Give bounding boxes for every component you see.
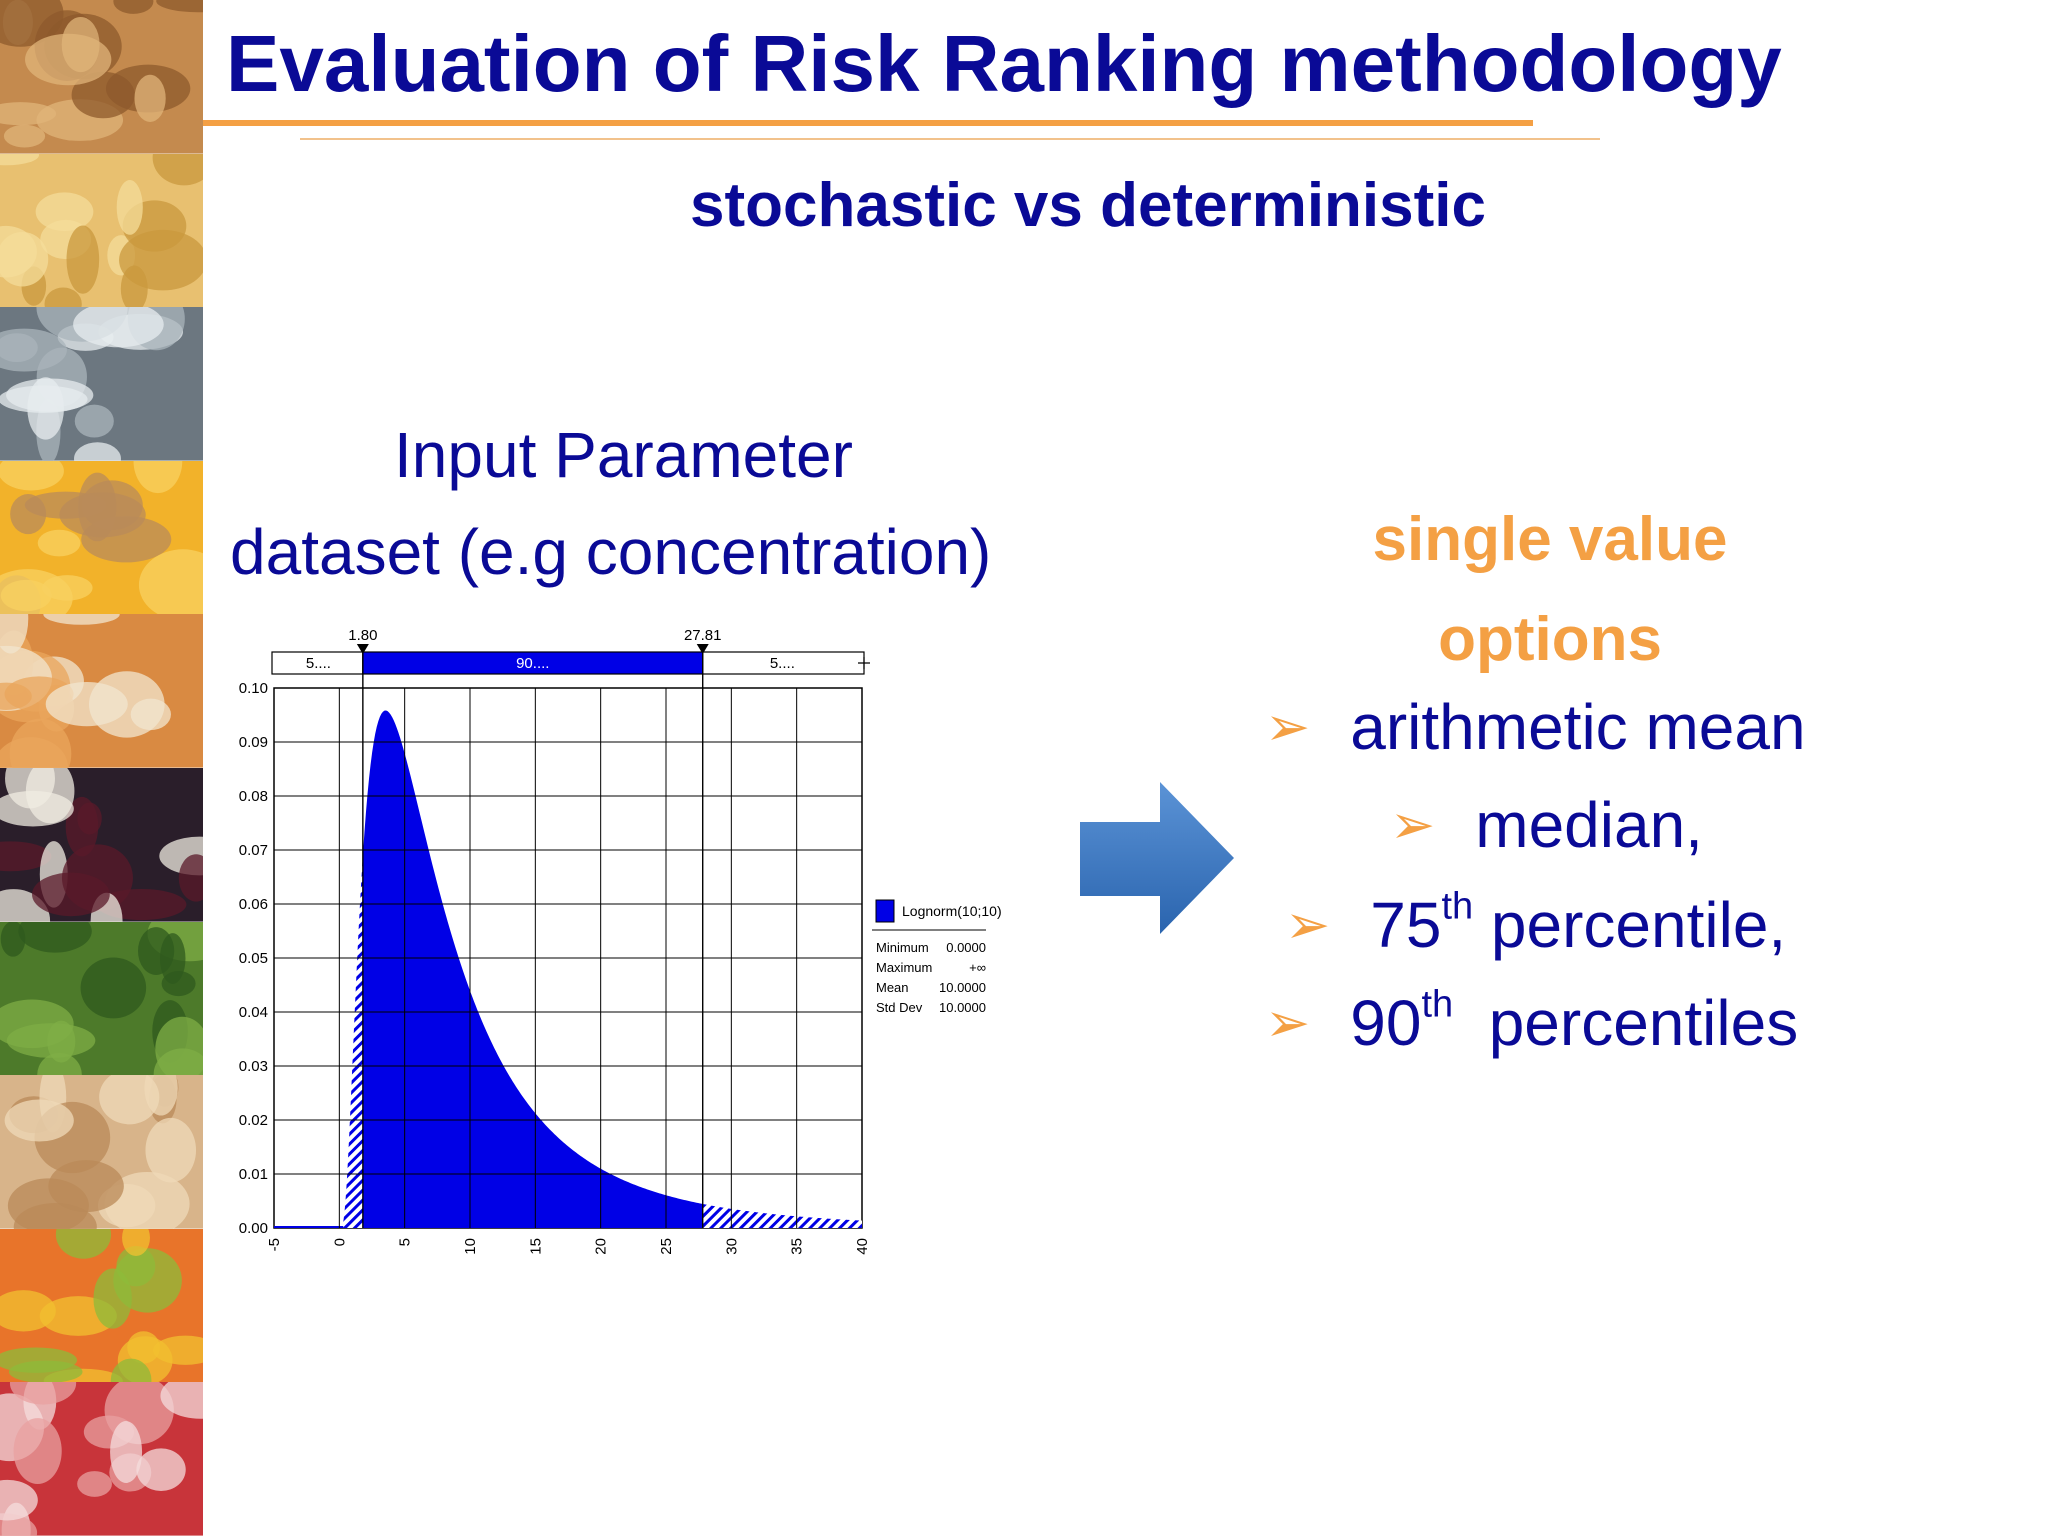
arrow-bullet-icon: ➢: [1285, 895, 1331, 955]
food-photo-cured-meat: [0, 1382, 203, 1536]
lognormal-distribution-chart: 5.... 90.... 5.... 1.80 27.81 -5 0 5 10 15 20 25 30…: [239, 627, 1002, 1255]
arrow-bullet-icon: ➢: [1265, 697, 1311, 757]
upper-tail-area: [702, 1203, 862, 1228]
option-superscript: th: [1421, 983, 1454, 1026]
option-item: ➢ 90th percentiles: [1265, 986, 1798, 1060]
band-label: 90....: [516, 655, 549, 672]
food-photo-eggs: [0, 614, 203, 768]
x-tick-label: 40: [854, 1238, 871, 1255]
chart-caption-line-2: dataset (e.g concentration): [230, 516, 992, 588]
band-end-icon: [858, 657, 870, 669]
title-underline-thin: [300, 138, 1600, 140]
option-item: ➢ arithmetic mean: [1265, 690, 1806, 764]
legend-series-name: Lognorm(10;10): [902, 903, 1002, 919]
arrow-bullet-icon: ➢: [1265, 993, 1311, 1053]
title-underline: [203, 120, 1533, 126]
food-photo-cheese: [0, 460, 203, 615]
y-tick-label: 0.03: [239, 1058, 268, 1075]
x-tick-label: 10: [462, 1238, 479, 1255]
x-tick-label: 5: [397, 1238, 414, 1246]
delimiter-label: 1.80: [348, 627, 377, 644]
delimiter-marker-icon[interactable]: [356, 644, 369, 654]
x-tick-label: 0: [331, 1238, 348, 1246]
option-text: 90: [1350, 987, 1422, 1059]
food-photo-pasta: [0, 153, 203, 308]
right-arrow-icon: [1080, 782, 1234, 934]
legend-stat-value: +∞: [969, 960, 986, 975]
central-90-area: [362, 710, 703, 1228]
option-text-suffix: percentiles: [1453, 987, 1799, 1059]
food-photo-fruit: [0, 1228, 203, 1383]
food-photo-salad-greens: [0, 921, 203, 1076]
y-tick-label: 0.07: [239, 842, 268, 859]
y-tick-label: 0.05: [239, 950, 268, 967]
delimiter-label: 27.81: [684, 627, 722, 644]
x-tick-label: 25: [658, 1238, 675, 1255]
y-tick-label: 0.01: [239, 1166, 268, 1183]
food-photo-bread: [0, 1075, 203, 1229]
option-text: 75: [1370, 889, 1442, 961]
option-text: arithmetic mean: [1350, 691, 1806, 763]
slide-subtitle: stochastic vs deterministic: [690, 171, 1486, 240]
band-label: 5....: [306, 655, 331, 672]
options-heading-line-2: options: [1438, 605, 1662, 674]
legend-stat-value: 10.0000: [939, 1000, 986, 1015]
legend-stat-value: 10.0000: [939, 980, 986, 995]
food-photo-fish: [0, 307, 203, 461]
y-tick-label: 0.10: [239, 680, 268, 697]
x-tick-label: 20: [593, 1238, 610, 1255]
options-heading: single value options: [1270, 490, 1830, 690]
x-tick-label: -5: [266, 1238, 283, 1251]
slide-title: Evaluation of Risk Ranking methodology: [226, 19, 1782, 108]
legend-stat-label: Minimum: [876, 940, 929, 955]
chart-caption-line-1: Input Parameter: [394, 419, 853, 491]
delimiter-marker-icon[interactable]: [696, 644, 709, 654]
x-tick-label: 30: [723, 1238, 740, 1255]
y-tick-label: 0.08: [239, 788, 268, 805]
y-tick-label: 0.02: [239, 1112, 268, 1129]
x-tick-label: 35: [789, 1238, 806, 1255]
y-tick-label: 0.04: [239, 1004, 268, 1021]
band-label: 5....: [770, 655, 795, 672]
food-image-strip: [0, 0, 203, 1536]
options-heading-line-1: single value: [1372, 505, 1728, 574]
food-photo-wine-bottles: [0, 768, 203, 922]
legend-stat-value: 0.0000: [946, 940, 986, 955]
legend-swatch: [875, 899, 895, 923]
y-tick-label: 0.09: [239, 734, 268, 751]
option-item: ➢ median,: [1390, 788, 1703, 862]
lower-tail-area: [339, 855, 363, 1228]
legend-stat-label: Std Dev: [876, 1000, 923, 1015]
option-text-suffix: percentile,: [1473, 889, 1787, 961]
arrow-bullet-icon: ➢: [1390, 795, 1436, 855]
option-superscript: th: [1441, 885, 1474, 928]
food-photo-nuts: [0, 0, 203, 154]
y-tick-label: 0.00: [239, 1220, 268, 1237]
legend-stat-label: Mean: [876, 980, 909, 995]
option-text: median,: [1475, 789, 1703, 861]
y-tick-label: 0.06: [239, 896, 268, 913]
option-item: ➢ 75th percentile,: [1285, 888, 1786, 962]
x-tick-label: 15: [527, 1238, 544, 1255]
legend-stat-label: Maximum: [876, 960, 932, 975]
